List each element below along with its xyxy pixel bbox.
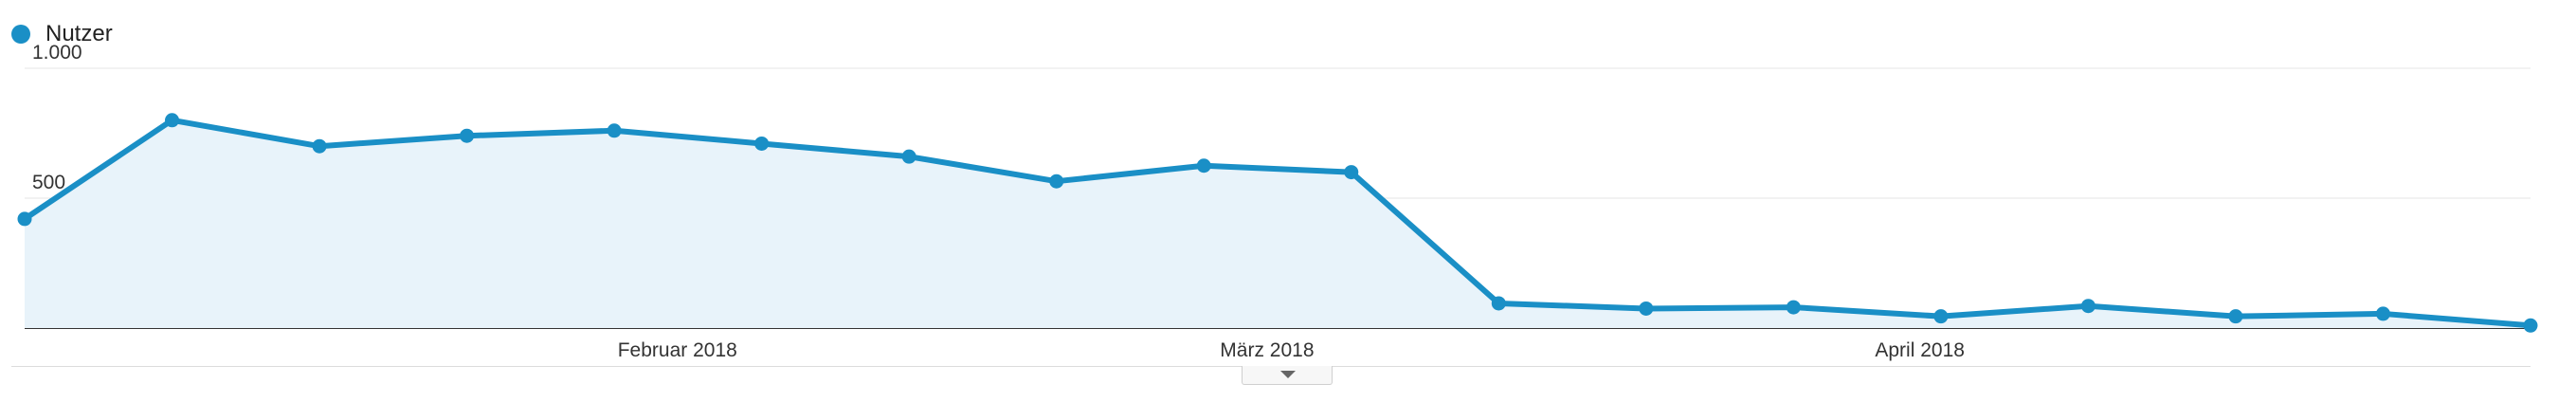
chart-legend: Nutzer xyxy=(11,21,113,47)
expand-chart-toggle[interactable] xyxy=(1242,366,1333,385)
area-layer xyxy=(25,119,2531,328)
legend-series-dot xyxy=(11,25,30,44)
x-tick-label-0: Februar 2018 xyxy=(618,339,737,361)
data-point-12 xyxy=(1786,300,1801,315)
data-point-8 xyxy=(1196,158,1211,174)
data-point-4 xyxy=(607,123,622,138)
legend-series-label: Nutzer xyxy=(45,21,113,46)
data-point-10 xyxy=(1491,296,1506,311)
data-point-1 xyxy=(165,113,180,128)
y-tick-label-0: 500 xyxy=(32,172,65,193)
data-point-3 xyxy=(460,128,475,143)
data-point-6 xyxy=(901,149,916,164)
line-layer xyxy=(22,117,2533,329)
point-layer xyxy=(17,113,2538,333)
data-point-9 xyxy=(1344,165,1359,180)
data-point-16 xyxy=(2375,306,2390,321)
x-tick-label-1: März 2018 xyxy=(1220,339,1314,361)
data-point-2 xyxy=(312,138,327,154)
data-point-15 xyxy=(2228,309,2243,324)
label-layer: 500 1.000 Februar 2018 März 2018 April 2018 xyxy=(32,42,1965,361)
data-point-13 xyxy=(1933,309,1949,324)
data-point-14 xyxy=(2080,299,2095,314)
data-point-11 xyxy=(1639,301,1654,316)
series-area-0 xyxy=(25,119,2531,328)
x-tick-label-2: April 2018 xyxy=(1875,339,1965,361)
caret-down-icon xyxy=(1280,371,1296,378)
y-tick-label-1: 1.000 xyxy=(32,42,82,64)
data-point-7 xyxy=(1049,174,1064,189)
data-point-0 xyxy=(17,211,32,227)
data-point-5 xyxy=(754,136,770,151)
data-point-17 xyxy=(2523,318,2538,333)
series-line-0 xyxy=(22,117,2533,329)
